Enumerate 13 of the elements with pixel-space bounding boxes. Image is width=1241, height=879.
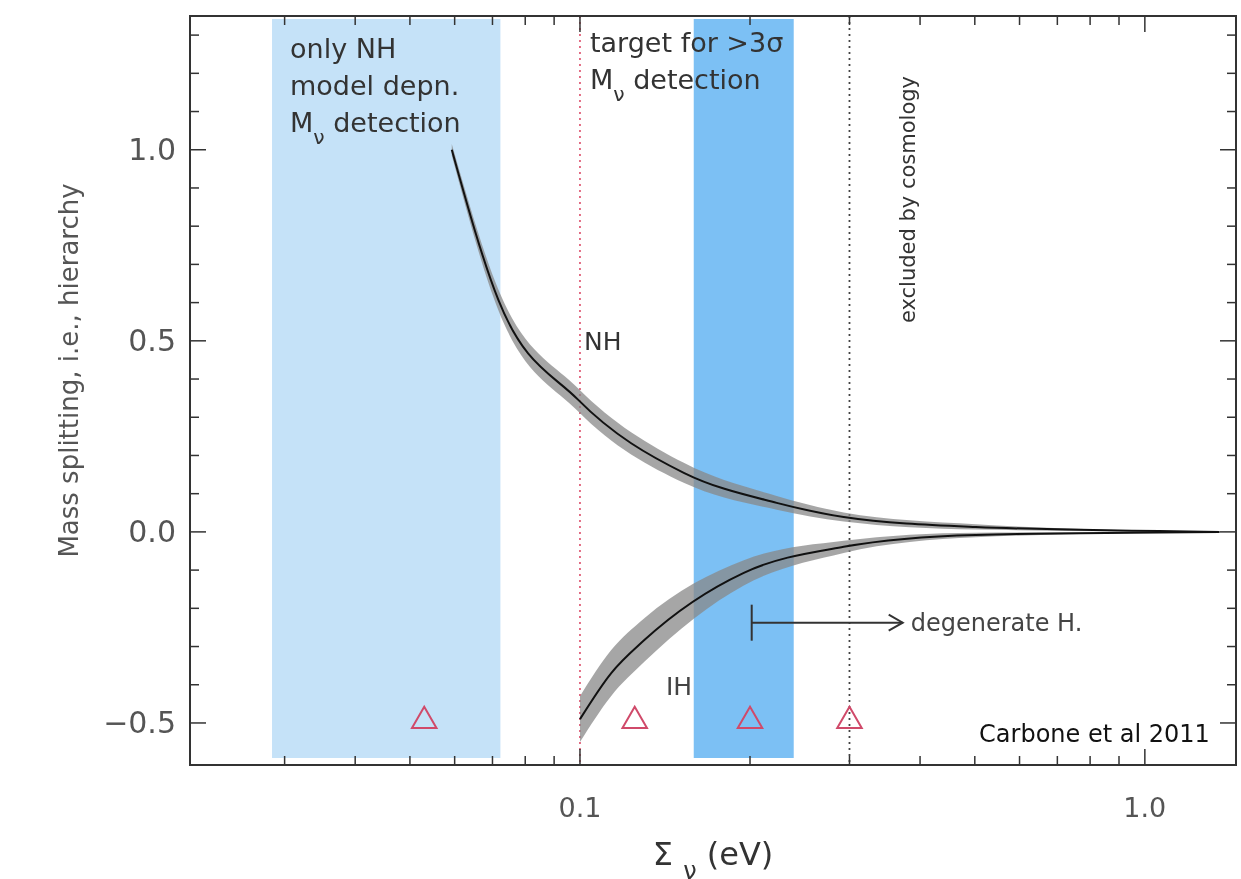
- x-axis-title: Σ $_{ν}$ (eV): [652, 835, 774, 879]
- annotation: IH: [665, 672, 693, 702]
- y-tick-label: 1.0: [128, 131, 176, 167]
- y-tick-label: −0.5: [103, 704, 176, 740]
- annotation: NH: [583, 326, 622, 356]
- y-tick-label: 0.0: [128, 513, 176, 549]
- x-tick-label: 0.1: [558, 792, 602, 823]
- annotation: Carbone et al 2011: [979, 719, 1210, 748]
- annotation: degenerate H.: [910, 609, 1083, 638]
- y-tick-label: 0.5: [128, 322, 176, 358]
- ref-line-label: excluded by cosmology: [896, 76, 921, 324]
- y-axis-title: Mass splitting, i.e., hierarchy: [54, 183, 84, 558]
- band-label: only NH model depn. M$_{ν}$ detection: [290, 33, 461, 149]
